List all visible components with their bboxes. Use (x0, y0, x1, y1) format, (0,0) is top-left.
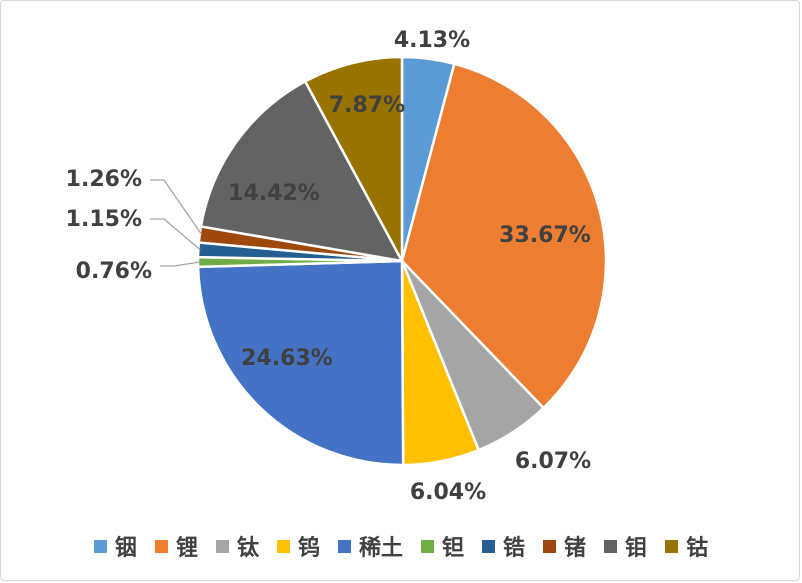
leader-line-6 (160, 261, 201, 267)
legend-swatch (482, 539, 496, 553)
legend-item-2: 锂 (154, 530, 198, 562)
data-label-1: 4.13% (394, 28, 470, 53)
data-label-4: 6.04% (410, 480, 486, 505)
legend-swatch (543, 539, 557, 553)
legend-swatch (93, 539, 107, 553)
legend-swatch (154, 539, 168, 553)
legend-item-9: 钼 (604, 530, 647, 562)
legend-label: 钛 (236, 536, 259, 561)
legend-label: 钴 (686, 536, 709, 561)
pie-slice-10 (303, 55, 404, 262)
legend-label: 钼 (625, 536, 648, 561)
legend-label: 钽 (442, 536, 465, 561)
legend-item-4: 钨 (276, 530, 320, 562)
data-label-9: 14.42% (228, 181, 320, 206)
data-label-3: 6.07% (515, 449, 591, 474)
legend-item-5: 稀土 (337, 530, 403, 562)
legend-label: 铟 (114, 536, 137, 561)
pie-slice-2 (400, 62, 608, 410)
data-label-10: 7.87% (329, 93, 405, 118)
legend-label: 钨 (297, 536, 320, 561)
data-label-8: 1.26% (66, 167, 142, 192)
leader-line-8 (150, 179, 203, 236)
legend-item-1: 铟 (93, 530, 137, 562)
data-label-5: 24.63% (241, 346, 333, 371)
legend-label: 锗 (564, 536, 587, 561)
legend-swatch (276, 539, 290, 553)
pie-slice-9 (199, 79, 405, 263)
legend-swatch (337, 539, 351, 553)
legend-item-6: 钽 (421, 530, 464, 562)
legend-item-3: 钛 (215, 530, 259, 562)
data-label-7: 1.15% (66, 207, 142, 232)
legend-item-8: 锗 (543, 530, 586, 562)
data-label-6: 0.76% (76, 259, 152, 284)
data-label-2: 33.67% (499, 223, 591, 248)
leader-line-7 (150, 218, 201, 251)
legend-swatch (421, 539, 434, 553)
legend-label: 稀土 (358, 536, 403, 561)
legend-swatch (604, 539, 618, 553)
legend-swatch (665, 539, 679, 553)
pie-slice-5 (196, 259, 405, 467)
legend-label: 锂 (175, 536, 198, 561)
legend-item-7: 锆 (482, 530, 525, 562)
legend-swatch (215, 539, 229, 553)
legend-item-10: 钴 (665, 530, 708, 562)
legend: 铟 锂 钛 钨 稀土 钽 锆 锗 钼 钴 (0, 528, 802, 564)
legend-label: 锆 (503, 536, 526, 561)
